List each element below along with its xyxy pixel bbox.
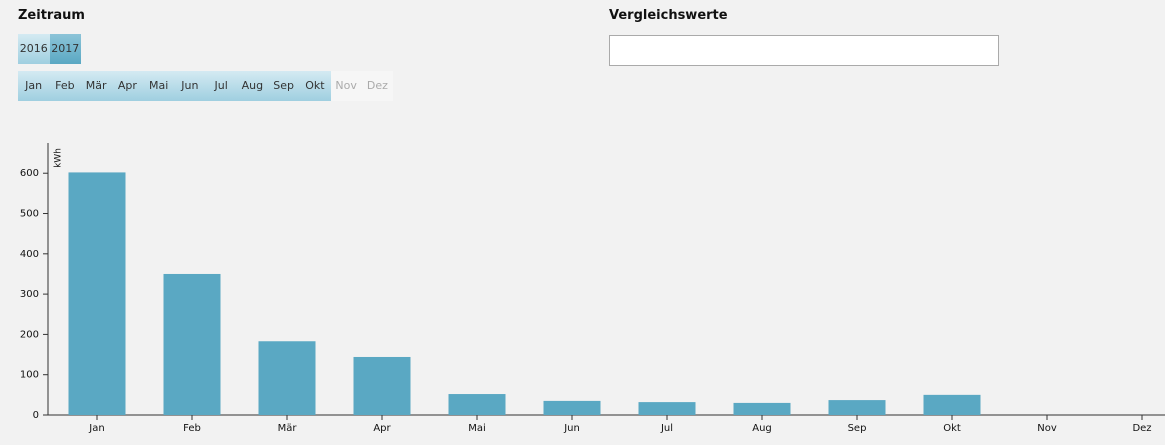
bar [543,400,601,415]
x-tick-label: Sep [848,423,867,434]
month-button[interactable]: Okt [299,71,331,101]
y-tick-label: 200 [20,329,39,340]
x-tick-label: Mai [468,423,486,434]
x-tick-label: Nov [1037,423,1057,434]
bar [733,402,791,415]
x-tick-label: Jul [660,423,673,434]
month-button: Dez [361,71,393,101]
x-tick-label: Mär [278,423,298,434]
month-button[interactable]: Jun [174,71,206,101]
bar [258,341,316,415]
month-button[interactable]: Jul [205,71,237,101]
month-button[interactable]: Mär [80,71,112,101]
x-tick-label: Okt [943,423,961,434]
year-button[interactable]: 2017 [49,34,81,64]
vergleich-input[interactable] [609,35,999,66]
y-tick-label: 0 [33,410,39,421]
month-button[interactable]: Aug [236,71,268,101]
bar [828,400,886,415]
bar [353,356,411,415]
bar [638,402,696,415]
bar [163,273,221,415]
zeitraum-title: Zeitraum [18,8,85,23]
bar [68,172,126,415]
x-tick-label: Dez [1132,423,1151,434]
month-button[interactable]: Feb [49,71,81,101]
x-tick-label: Apr [373,423,391,434]
month-button[interactable]: Jan [18,71,50,101]
month-button[interactable]: Sep [268,71,300,101]
bar [448,394,506,415]
x-tick-label: Jan [88,423,104,434]
vergleich-title: Vergleichswerte [609,8,728,23]
x-tick-label: Feb [183,423,201,434]
y-axis-label: kWh [54,148,64,168]
bar [923,394,981,415]
y-tick-label: 100 [20,370,39,381]
month-button: Nov [330,71,362,101]
x-tick-label: Aug [752,423,772,434]
month-button[interactable]: Mai [143,71,175,101]
y-tick-label: 500 [20,209,39,220]
year-button[interactable]: 2016 [18,34,50,64]
y-tick-label: 600 [20,168,39,179]
y-tick-label: 400 [20,249,39,260]
y-tick-label: 300 [20,289,39,300]
month-button[interactable]: Apr [111,71,143,101]
x-tick-label: Jun [563,423,580,434]
